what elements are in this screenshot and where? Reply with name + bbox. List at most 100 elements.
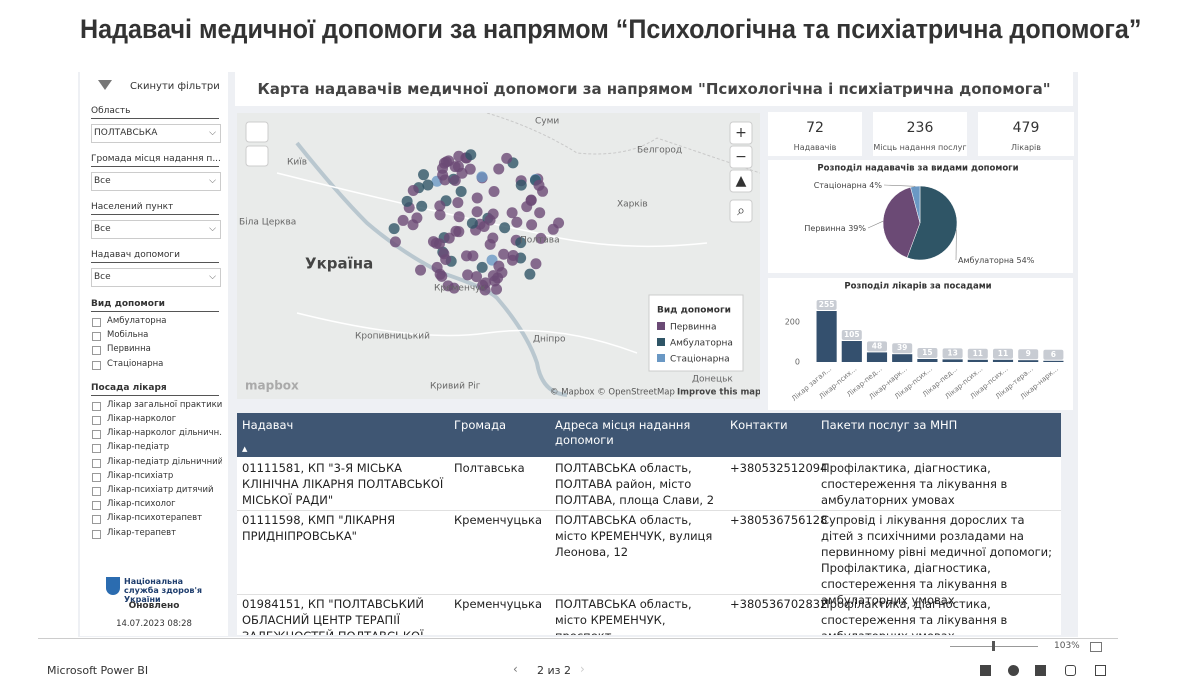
legend-swatch (657, 338, 665, 346)
reset-filters[interactable]: Скинути фільтри (130, 81, 220, 92)
dropdown[interactable]: Все⌵ (91, 220, 221, 239)
checkbox[interactable] (92, 430, 101, 439)
divider (38, 638, 1118, 639)
column-header[interactable]: Адреса місця надання допомоги (555, 418, 720, 448)
kpi-label: Надавачів (768, 143, 862, 152)
bar (993, 360, 1013, 362)
provider-dot (431, 238, 442, 249)
provider-dot (501, 153, 512, 164)
place-label: Суми (535, 117, 559, 127)
checkbox-label: Лікар-педіатр дільничний (107, 457, 222, 467)
share[interactable] (1065, 665, 1076, 676)
filter-underline (91, 214, 219, 215)
table-cell: +380532512094 (730, 460, 813, 476)
share-linkedin[interactable] (1035, 665, 1046, 676)
updated-label: Оновлено (80, 601, 228, 611)
checkbox[interactable] (92, 332, 101, 341)
kpi-value: 479 (978, 120, 1074, 136)
fit-page[interactable] (1090, 642, 1102, 652)
share-facebook[interactable] (980, 665, 991, 676)
provider-dot (435, 269, 446, 280)
provider-dot (416, 201, 427, 212)
provider-dot (488, 209, 499, 220)
map-control-icon: ▲ (736, 173, 747, 189)
checkbox[interactable] (92, 402, 101, 411)
dropdown-arrow: ⌵ (209, 221, 216, 238)
provider-dot (476, 171, 487, 182)
provider-dot (530, 258, 541, 269)
map-tool[interactable] (246, 122, 268, 142)
share-twitter[interactable] (1008, 665, 1019, 676)
zoom-handle[interactable] (992, 641, 995, 651)
prev-page[interactable]: ‹ (513, 662, 518, 676)
filter-underline (91, 262, 219, 263)
map-control-icon: − (735, 149, 747, 165)
checkbox-label: Лікар-терапевт (107, 528, 222, 538)
filter-underline (91, 118, 219, 119)
column-header[interactable]: Контакти (730, 418, 811, 433)
data-label: 13 (947, 348, 957, 357)
checkbox[interactable] (92, 530, 101, 539)
checkbox[interactable] (92, 459, 101, 468)
table-cell: ПОЛТАВСЬКА область, місто КРЕМЕНЧУК, вул… (555, 512, 722, 560)
dropdown[interactable]: Все⌵ (91, 172, 221, 191)
checkbox[interactable] (92, 487, 101, 496)
bar (943, 359, 963, 362)
data-label: 39 (897, 343, 907, 352)
place-label: Харків (617, 200, 648, 210)
data-label: Стаціонарна 4% (814, 181, 883, 190)
next-page[interactable]: › (580, 662, 585, 676)
checkbox[interactable] (92, 444, 101, 453)
table: Надавач Громада Адреса місця надання допом… (237, 413, 1061, 635)
column-header[interactable]: Надавач (242, 418, 444, 433)
checkbox-label: Лікар-психіатр (107, 471, 222, 481)
fullscreen[interactable] (1095, 665, 1106, 676)
checkbox[interactable] (92, 515, 101, 524)
filter-underline (91, 166, 219, 167)
provider-dot (491, 284, 502, 295)
slice-name: Стаціонарна (814, 181, 867, 190)
checklist-label: Посада лікаря (91, 383, 167, 393)
checkbox[interactable] (92, 416, 101, 425)
map-tool[interactable] (246, 146, 268, 166)
zoom-level: 103% (1054, 641, 1080, 651)
map-control-icon: + (735, 125, 747, 141)
provider-dot (452, 197, 463, 208)
data-label: Амбулаторна 54% (958, 256, 1035, 265)
place-label: Кропивницький (355, 332, 430, 342)
dropdown[interactable]: Все⌵ (91, 268, 221, 287)
checkbox-label: Стаціонарна (107, 359, 222, 369)
charts: Розподіл надавачів за видами допомогиАмб… (768, 160, 1073, 410)
provider-dot (467, 218, 478, 229)
legend-title: Вид допомоги (657, 306, 731, 316)
provider-dot (422, 179, 433, 190)
checkbox[interactable] (92, 346, 101, 355)
column-header[interactable]: Громада (454, 418, 545, 433)
table-cell: Профілактика, діагностика, спостереження… (821, 460, 1058, 508)
kpi-value: 72 (768, 120, 862, 136)
checkbox[interactable] (92, 501, 101, 510)
provider-dot (389, 223, 400, 234)
provider-dot (472, 192, 483, 203)
bar (892, 354, 912, 362)
checkbox-label: Лікар-педіатр (107, 442, 222, 452)
provider-dot (408, 219, 419, 230)
checkbox[interactable] (92, 361, 101, 370)
dropdown[interactable]: ПОЛТАВСЬКА⌵ (91, 124, 221, 143)
filter-label: Область (91, 106, 130, 116)
column-header[interactable]: Пакети послуг за МНП (821, 418, 1056, 433)
provider-dot (465, 164, 476, 175)
provider-dot (496, 267, 507, 278)
checkbox[interactable] (92, 473, 101, 482)
provider-dot (465, 149, 476, 160)
row-separator (237, 510, 1061, 511)
slice-value: 4% (869, 181, 882, 190)
table-cell: 01111581, КП "3-Я МІСЬКА КЛІНІЧНА ЛІКАРН… (242, 460, 446, 508)
data-label: 9 (1026, 349, 1031, 358)
place-label: Дніпро (533, 335, 566, 345)
provider-dot (472, 206, 483, 217)
provider-dot (402, 196, 413, 207)
checkbox[interactable] (92, 318, 101, 327)
table-cell: Профілактика, діагностика, спостереження… (821, 596, 1058, 635)
